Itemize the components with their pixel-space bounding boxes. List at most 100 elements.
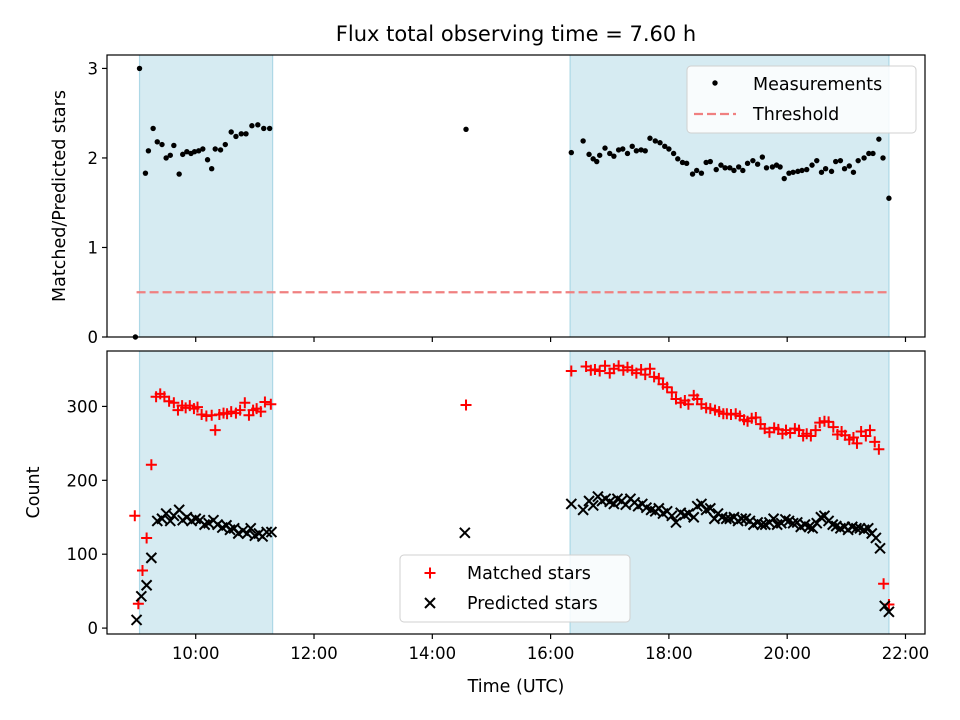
predicted-star-point <box>879 600 891 612</box>
matched-star-point <box>869 436 881 448</box>
predicted-star-point <box>688 511 700 523</box>
measurement-point <box>809 162 815 168</box>
predicted-star-point <box>577 504 589 516</box>
measurement-point <box>870 150 876 157</box>
axes-frame <box>106 350 926 635</box>
measurement-point <box>769 164 776 170</box>
measurement-point <box>629 143 635 150</box>
matched-star-point <box>594 365 606 377</box>
measurement-point <box>790 169 796 175</box>
legend-marker-matched <box>424 567 436 579</box>
matched-star-point <box>255 406 267 418</box>
matched-star-point <box>196 409 208 421</box>
measurement-point <box>652 138 658 144</box>
matched-star-point <box>860 430 872 442</box>
measurement-point <box>167 152 173 158</box>
measurement-point <box>670 150 677 157</box>
measurement-point <box>861 155 867 161</box>
y-axis-label: Count <box>24 466 44 518</box>
predicted-star-point <box>815 511 827 523</box>
measurement-point <box>163 155 169 161</box>
measurement-point <box>657 140 663 146</box>
measurement-point <box>266 125 273 132</box>
measurement-point <box>850 169 857 175</box>
measurement-point <box>750 157 756 164</box>
measurement-point <box>159 141 165 148</box>
matched-star-point <box>810 424 822 436</box>
measurement-point <box>740 167 746 174</box>
measurement-point <box>243 131 249 137</box>
predicted-star-point <box>682 507 695 520</box>
measurement-point <box>228 129 234 135</box>
measurement-point <box>136 65 143 72</box>
matched-star-point <box>163 395 175 407</box>
predicted-star-point <box>164 515 176 527</box>
measurement-point <box>200 146 206 152</box>
y-tick-label: 1 <box>88 238 99 257</box>
predicted-star-point <box>666 510 678 522</box>
matched-star-point <box>873 443 885 455</box>
matched-star-point <box>460 399 472 411</box>
measurement-point <box>735 164 742 170</box>
matched-star-point <box>661 381 673 393</box>
measurement-point <box>154 139 160 145</box>
matched-star-point <box>136 564 148 576</box>
matched-star-point <box>682 398 694 410</box>
measurement-point <box>463 126 469 133</box>
legend-marker-measurements <box>712 80 718 86</box>
measurement-point <box>675 156 681 162</box>
measurement-point <box>876 136 882 142</box>
measurement-point <box>568 149 575 156</box>
measurement-point <box>615 147 622 153</box>
chart-title: Flux total observing time = 7.60 h <box>336 22 696 46</box>
measurement-point <box>662 143 668 150</box>
measurement-point <box>195 148 202 154</box>
legend-label-matched: Matched stars <box>467 564 591 584</box>
predicted-star-point <box>587 499 599 512</box>
measurement-point <box>846 163 852 169</box>
measurement-point <box>191 148 198 155</box>
predicted-star-point <box>779 513 792 526</box>
measurement-point <box>703 159 709 166</box>
x-tick-label: 18:00 <box>645 644 693 663</box>
measurement-point <box>261 125 267 132</box>
axes-frame <box>106 54 926 338</box>
matched-star-point <box>851 437 863 449</box>
matched-star-point <box>168 397 180 409</box>
predicted-star-point <box>827 518 839 531</box>
matched-star-point <box>259 396 271 408</box>
shaded-interval <box>139 351 273 634</box>
legend-label-predicted: Predicted stars <box>467 594 598 614</box>
y-tick-label: 2 <box>88 149 99 168</box>
measurement-point <box>804 166 810 173</box>
legend-top: Measurements Threshold <box>686 65 917 134</box>
measurement-point <box>828 168 835 175</box>
x-tick-label: 14:00 <box>409 644 457 663</box>
measurement-point <box>666 146 672 152</box>
measurement-point <box>837 157 844 164</box>
shaded-interval <box>139 55 273 337</box>
measurement-point <box>249 123 255 129</box>
measurement-point <box>580 138 586 144</box>
matched-star-point <box>599 360 611 372</box>
matched-star-point <box>847 431 859 443</box>
y-tick-label: 0 <box>88 328 99 347</box>
x-tick-label: 22:00 <box>882 644 930 663</box>
measurement-point <box>744 160 751 167</box>
x-axis-label: Time (UTC) <box>467 677 565 697</box>
matched-star-point <box>878 578 890 590</box>
measurement-point <box>786 170 792 176</box>
measurement-point <box>596 152 603 158</box>
predicted-star-point <box>608 498 620 510</box>
measurement-point <box>880 155 886 161</box>
y-tick-label: 0 <box>88 619 99 638</box>
predicted-star-point <box>767 513 780 525</box>
measurement-point <box>620 146 626 152</box>
predicted-star-point <box>883 606 895 618</box>
legend-label-threshold: Threshold <box>752 105 839 125</box>
measurement-point <box>866 150 872 157</box>
matched-star-point <box>823 416 835 428</box>
matched-star-point <box>827 421 839 433</box>
legend-marker-predicted <box>424 597 436 609</box>
matched-star-point <box>239 397 251 409</box>
